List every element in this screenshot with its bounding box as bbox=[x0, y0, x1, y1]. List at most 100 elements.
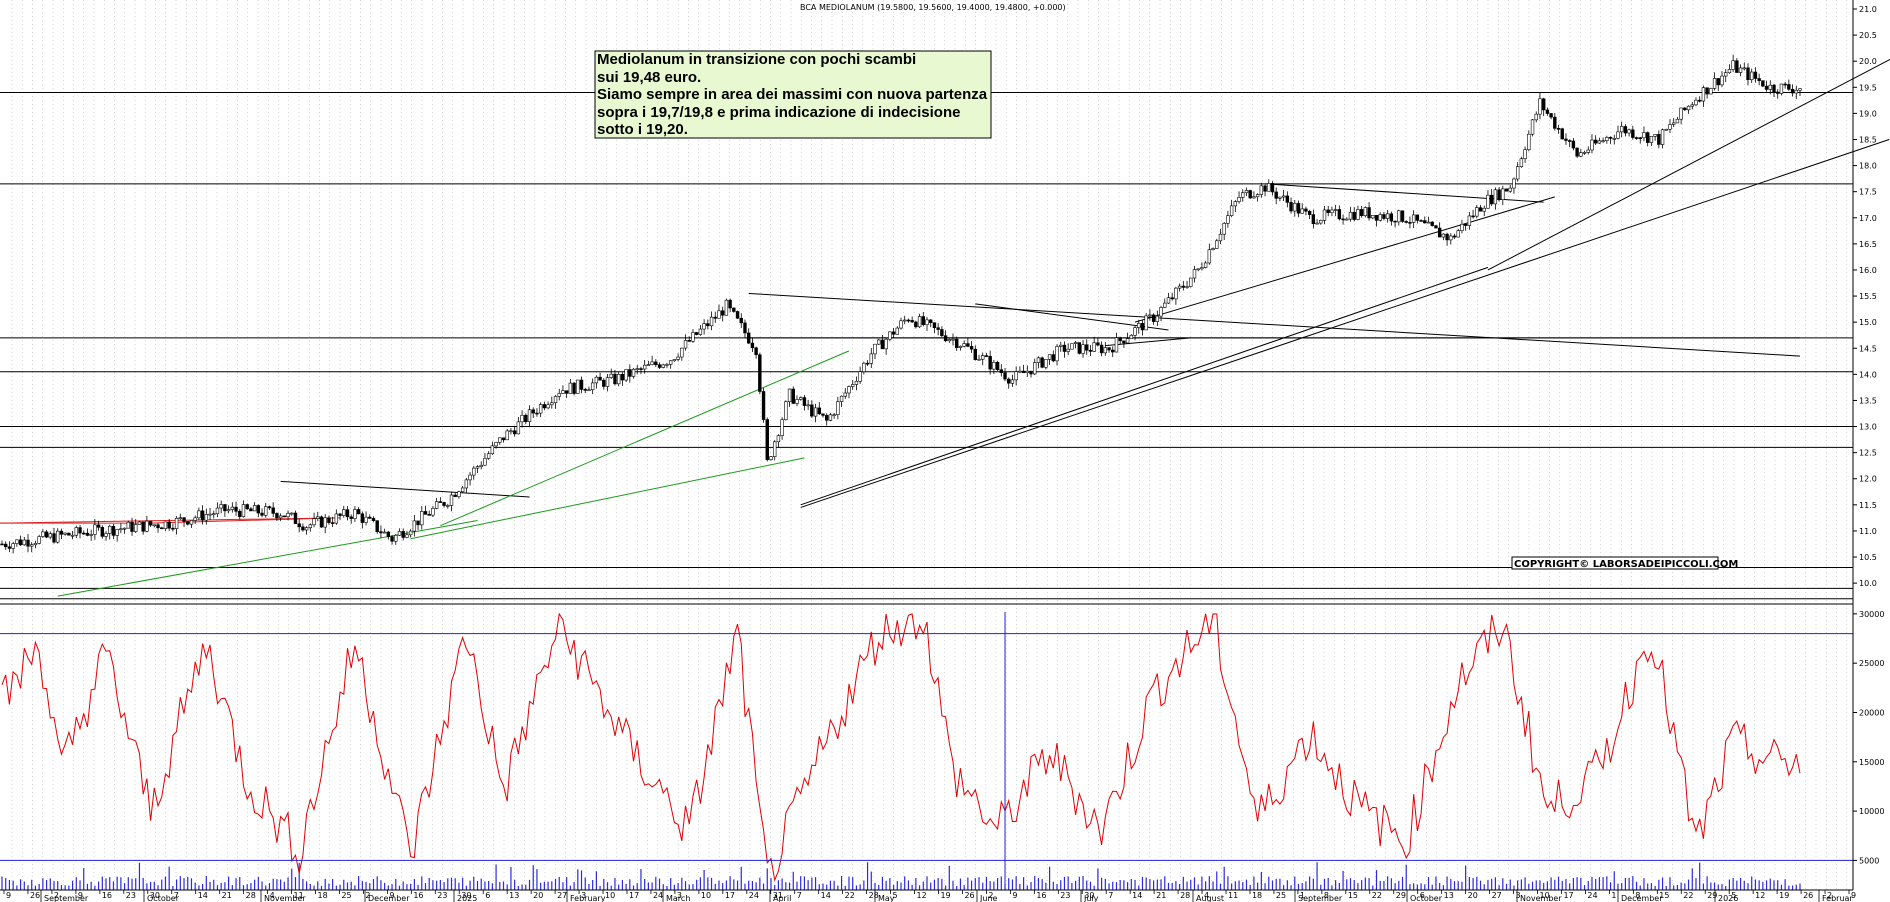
candle-body bbox=[1096, 342, 1100, 346]
candle-body bbox=[0, 543, 4, 546]
date-tick-label: 5 bbox=[1731, 891, 1736, 900]
candle-body bbox=[197, 510, 201, 519]
price-tick-label: 14.0 bbox=[1859, 370, 1877, 379]
candle-body bbox=[104, 533, 108, 537]
candle-body bbox=[1311, 214, 1316, 225]
candle-body bbox=[330, 522, 335, 524]
candle-body bbox=[368, 516, 372, 519]
candle-body bbox=[178, 517, 183, 519]
candle-body bbox=[865, 362, 870, 365]
candle-body bbox=[1467, 215, 1472, 226]
date-tick-label: 12 bbox=[1755, 891, 1765, 900]
candle-body bbox=[943, 335, 948, 342]
candle-body bbox=[245, 504, 249, 510]
candle-body bbox=[609, 373, 613, 378]
candle-body bbox=[906, 319, 911, 322]
candle-body bbox=[1296, 203, 1301, 214]
candle-body bbox=[122, 527, 127, 530]
candle-body bbox=[1675, 118, 1680, 124]
candle-body bbox=[550, 402, 554, 406]
candle-body bbox=[594, 376, 599, 384]
candle-body bbox=[509, 430, 513, 433]
candle-body bbox=[969, 346, 974, 350]
candle-body bbox=[282, 515, 287, 518]
candle-body bbox=[382, 531, 387, 534]
candle-body bbox=[1426, 221, 1431, 224]
candle-body bbox=[275, 513, 279, 519]
candle-body bbox=[999, 369, 1004, 374]
candle-body bbox=[1519, 158, 1524, 167]
candle-body bbox=[728, 299, 732, 309]
candle-body bbox=[1475, 207, 1479, 217]
candle-body bbox=[739, 317, 743, 324]
candle-body bbox=[1081, 344, 1085, 354]
volume-axis: 5000 10000 15000 20000 25000 30000 bbox=[1853, 610, 1884, 865]
candle-body bbox=[932, 322, 937, 329]
candle-body bbox=[1222, 222, 1226, 235]
candle-body bbox=[992, 362, 996, 370]
candle-body bbox=[1114, 337, 1119, 353]
candle-body bbox=[1772, 84, 1776, 93]
candle-body bbox=[572, 382, 576, 394]
candle-body bbox=[839, 395, 844, 402]
month-label: August bbox=[1196, 894, 1224, 902]
candle-body bbox=[1274, 191, 1278, 199]
candle-body bbox=[1616, 131, 1620, 139]
candle-body bbox=[813, 407, 818, 417]
candle-body bbox=[1768, 84, 1772, 90]
candle-body bbox=[1501, 188, 1505, 200]
candle-body bbox=[535, 412, 539, 415]
candle-body bbox=[1724, 72, 1728, 77]
candle-body bbox=[851, 384, 855, 387]
date-tick-label: 26 bbox=[1803, 891, 1813, 900]
candle-body bbox=[1779, 83, 1784, 94]
month-label: December bbox=[1621, 894, 1663, 902]
candle-body bbox=[160, 527, 164, 530]
candle-body bbox=[1244, 190, 1249, 194]
month-label: September bbox=[44, 894, 89, 902]
candle-body bbox=[524, 414, 528, 423]
candle-body bbox=[1701, 87, 1706, 102]
candle-body bbox=[468, 474, 472, 481]
candle-body bbox=[252, 505, 257, 512]
candle-body bbox=[1582, 152, 1587, 154]
candle-body bbox=[1742, 67, 1746, 70]
candle-body bbox=[1553, 116, 1557, 129]
date-tick-label: 4 bbox=[270, 891, 275, 900]
date-tick-label: 2 bbox=[1827, 891, 1832, 900]
candle-body bbox=[41, 531, 45, 537]
candle-body bbox=[219, 504, 223, 509]
candle-body bbox=[1571, 140, 1576, 149]
candle-body bbox=[371, 518, 376, 521]
date-tick-label: 19 bbox=[1779, 891, 1789, 900]
candle-body bbox=[1764, 85, 1769, 90]
candle-body bbox=[234, 506, 238, 512]
candle-body bbox=[397, 531, 402, 536]
candle-body bbox=[910, 320, 914, 323]
candle-body bbox=[624, 369, 628, 381]
candle-body bbox=[1166, 297, 1171, 304]
candle-body bbox=[1040, 357, 1044, 368]
candle-body bbox=[479, 464, 483, 467]
candle-body bbox=[375, 520, 379, 532]
candle-body bbox=[1449, 235, 1453, 241]
date-tick-label: 17 bbox=[629, 891, 639, 900]
candle-body bbox=[475, 466, 480, 469]
candle-body bbox=[1649, 135, 1654, 143]
candle-body bbox=[171, 527, 175, 530]
date-tick-label: 9 bbox=[1012, 891, 1017, 900]
candle-body bbox=[914, 321, 918, 328]
price-tick-label: 15.0 bbox=[1859, 318, 1877, 327]
volume-tick-label: 25000 bbox=[1859, 659, 1884, 668]
price-tick-label: 10.5 bbox=[1859, 553, 1877, 562]
candle-body bbox=[208, 513, 212, 516]
oscillator-series bbox=[0, 612, 1853, 890]
date-tick-label: 16 bbox=[413, 891, 423, 900]
candle-body bbox=[438, 501, 443, 503]
candle-body bbox=[1575, 147, 1579, 157]
candle-body bbox=[1683, 107, 1687, 111]
candle-body bbox=[1215, 240, 1219, 249]
date-tick-label: 30 bbox=[461, 891, 471, 900]
date-tick-label: 23 bbox=[126, 891, 136, 900]
candle-body bbox=[152, 524, 157, 527]
